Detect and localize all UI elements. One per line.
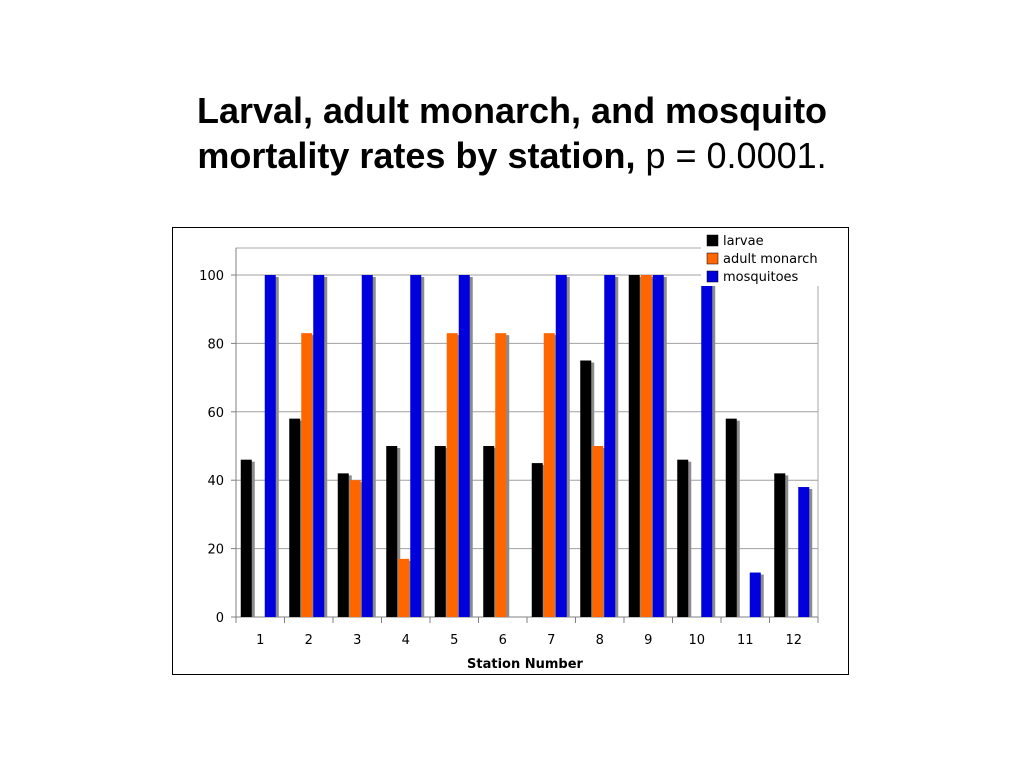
x-tick-label: 7 xyxy=(547,633,555,648)
bar-larvae-3 xyxy=(337,473,349,617)
bar-larvae-9 xyxy=(628,275,640,617)
bar-larvae-1 xyxy=(240,459,252,617)
bar-mosquitoes-4 xyxy=(410,275,422,617)
bar-larvae-7 xyxy=(531,463,543,617)
x-tick-label: 5 xyxy=(450,633,458,648)
bar-mosquitoes-3 xyxy=(361,275,373,617)
bar-mosquitoes-1 xyxy=(264,275,276,617)
bar-mosquitoes-10 xyxy=(701,275,713,617)
legend-swatch xyxy=(706,234,719,247)
x-tick-label: 9 xyxy=(644,633,652,648)
x-tick-label: 11 xyxy=(737,633,754,648)
bar-larvae-12 xyxy=(774,473,786,617)
bar-adult-monarch-8 xyxy=(592,446,604,617)
bar-mosquitoes-9 xyxy=(652,275,664,617)
bar-larvae-6 xyxy=(483,446,495,617)
bar-larvae-5 xyxy=(434,446,446,617)
bar-adult-monarch-4 xyxy=(398,558,410,617)
bar-larvae-2 xyxy=(289,418,301,617)
bar-mosquitoes-5 xyxy=(458,275,470,617)
y-tick-label: 20 xyxy=(207,543,224,558)
title-p-value: p = 0.0001. xyxy=(635,135,827,176)
chart-frame: 0 20 40 60 80 100 1 2 3 4 5 6 7 8 9 10 11 12 Station Numbe… xyxy=(172,227,849,675)
x-tick-label: 8 xyxy=(596,633,604,648)
bar-larvae-11 xyxy=(725,418,737,617)
slide-title: Larval, adult monarch, and mosquito mort… xyxy=(0,88,1024,178)
legend xyxy=(701,228,835,286)
title-line-2: mortality rates by station, xyxy=(197,135,636,176)
y-tick-label: 40 xyxy=(207,474,224,489)
bar-adult-monarch-3 xyxy=(349,480,361,617)
bar-adult-monarch-9 xyxy=(640,275,652,617)
x-tick-label: 6 xyxy=(499,633,507,648)
legend-label: larvae xyxy=(723,234,764,249)
legend-swatch xyxy=(706,270,719,283)
bar-mosquitoes-2 xyxy=(313,275,325,617)
bar-larvae-4 xyxy=(386,446,398,617)
x-tick-label: 10 xyxy=(688,633,705,648)
x-axis-title: Station Number xyxy=(467,657,584,672)
bar-adult-monarch-7 xyxy=(543,333,555,617)
y-tick-label: 80 xyxy=(207,337,224,352)
legend-label: mosquitoes xyxy=(723,270,799,285)
x-tick-label: 1 xyxy=(256,633,264,648)
legend-swatch xyxy=(706,252,719,265)
bar-adult-monarch-6 xyxy=(495,333,507,617)
bar-mosquitoes-12 xyxy=(798,487,810,617)
y-tick-label: 60 xyxy=(207,406,224,421)
bar-mosquitoes-11 xyxy=(749,572,761,617)
bar-adult-monarch-5 xyxy=(446,333,458,617)
x-tick-label: 4 xyxy=(402,633,410,648)
x-tick-label: 3 xyxy=(353,633,361,648)
x-tick-label: 2 xyxy=(305,633,313,648)
bar-adult-monarch-2 xyxy=(301,333,313,617)
title-line-1: Larval, adult monarch, and mosquito xyxy=(196,90,828,131)
bar-larvae-8 xyxy=(580,360,592,617)
legend-label: adult monarch xyxy=(723,252,818,267)
bar-larvae-10 xyxy=(677,459,689,617)
x-tick-label: 12 xyxy=(785,633,802,648)
y-tick-label: 0 xyxy=(216,611,224,626)
y-tick-label: 100 xyxy=(199,269,224,284)
bar-mosquitoes-7 xyxy=(555,275,567,617)
bar-mosquitoes-8 xyxy=(604,275,616,617)
